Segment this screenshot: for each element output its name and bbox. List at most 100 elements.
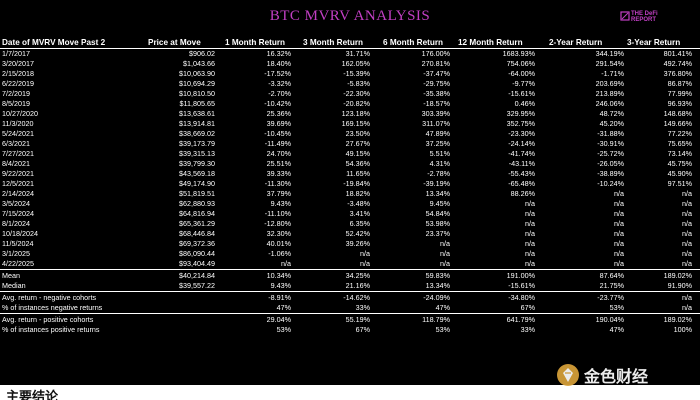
cell-m3: 23.50% [345, 129, 370, 138]
cell-m12: 754.06% [506, 59, 535, 68]
table-row: 1/7/2017 $906.02 16.32% 31.71% 176.00% 1683.9… [0, 49, 700, 59]
cell-y2: -30.91% [597, 139, 624, 148]
header-divider [0, 48, 700, 49]
cell-m12: n/a [525, 239, 535, 248]
cell-m1: -10.42% [264, 99, 291, 108]
cell-y3: n/a [682, 209, 692, 218]
cell-y3: n/a [682, 229, 692, 238]
cell-y2: 53% [609, 303, 624, 312]
logo-line-2: REPORT [631, 17, 657, 23]
cell-m12: -43.11% [508, 159, 535, 168]
cell-m1: -12.80% [264, 219, 291, 228]
cell-m3: 49.15% [345, 149, 370, 158]
cell-m6: -24.09% [423, 293, 450, 302]
cell-m12: -23.30% [508, 129, 535, 138]
cell-m3: 52.42% [345, 229, 370, 238]
cell-price: $39,557.22 [179, 281, 215, 290]
cell-date: 10/27/2020 [2, 109, 38, 118]
cell-y3: 801.41% [663, 49, 692, 58]
cell-y2: n/a [614, 189, 624, 198]
table-row: 10/18/2024 $68,446.84 32.30% 52.42% 23.37% n/… [0, 229, 700, 239]
cell-m3: 6.35% [349, 219, 370, 228]
cell-y3: 96.93% [667, 99, 692, 108]
cell-m6: 59.83% [425, 271, 450, 280]
cell-price: $39,173.79 [179, 139, 215, 148]
header-3m: 3 Month Return [303, 38, 364, 47]
cell-m6: 47% [435, 303, 450, 312]
cell-price: $49,174.90 [179, 179, 215, 188]
cell-price: $38,669.02 [179, 129, 215, 138]
cell-m3: -22.30% [343, 89, 370, 98]
cell-m1: 16.32% [266, 49, 291, 58]
cell-m12: 352.75% [506, 119, 535, 128]
table-row: 7/15/2024 $64,816.94 -11.10% 3.41% 54.84% n/a… [0, 209, 700, 219]
cell-m6: 311.07% [422, 119, 450, 128]
cell-date: 11/5/2024 [2, 239, 34, 248]
cell-m1: -11.10% [264, 209, 291, 218]
cell-m1: 37.79% [266, 189, 291, 198]
table-row: 11/5/2024 $69,372.36 40.01% 39.26% n/a n/a n/a… [0, 239, 700, 249]
cell-date: 8/5/2019 [2, 99, 30, 108]
cell-m6: 13.34% [425, 281, 450, 290]
cell-y2: 190.04% [595, 315, 624, 324]
cell-m1: 25.51% [266, 159, 291, 168]
cell-y3: n/a [682, 239, 692, 248]
cell-date: 3/1/2025 [2, 249, 30, 258]
cell-date: 10/18/2024 [2, 229, 38, 238]
cell-y3: 77.22% [667, 129, 692, 138]
cell-price: $906.02 [189, 49, 215, 58]
cell-y2: 291.54% [595, 59, 624, 68]
cell-m6: 118.79% [422, 315, 450, 324]
cell-y2: 47% [609, 325, 624, 334]
header-2y: 2-Year Return [549, 38, 603, 47]
cell-price: $11,805.65 [179, 99, 215, 108]
cell-date: 11/3/2020 [2, 119, 34, 128]
cell-m3: 162.05% [341, 59, 370, 68]
cell-date: 1/7/2017 [2, 49, 30, 58]
cell-y3: n/a [682, 249, 692, 258]
cell-m3: 27.67% [345, 139, 370, 148]
cell-price: $13,638.61 [179, 109, 215, 118]
positive-divider [0, 313, 700, 314]
cell-m12: -15.61% [508, 281, 535, 290]
cell-y2: n/a [614, 209, 624, 218]
cell-m12: -9.77% [512, 79, 535, 88]
cell-m6: 13.34% [425, 189, 450, 198]
table-row: 3/5/2024 $62,880.93 9.43% -3.48% 9.45% n/a n/a… [0, 199, 700, 209]
cell-m12: 1683.93% [502, 49, 535, 58]
cell-y2: n/a [614, 259, 624, 268]
cell-price: $51,819.51 [179, 189, 215, 198]
cell-m12: 88.26% [510, 189, 535, 198]
table-row: 10/27/2020 $13,638.61 25.36% 123.18% 303.39%… [0, 109, 700, 119]
cell-m3: 34.25% [345, 271, 370, 280]
cell-price: $10,063.90 [179, 69, 215, 78]
cell-m1: 9.43% [270, 199, 291, 208]
cell-y2: 87.64% [599, 271, 624, 280]
cell-y3: 149.66% [663, 119, 692, 128]
cell-m12: -64.00% [508, 69, 535, 78]
cell-date: 12/5/2021 [2, 179, 34, 188]
cell-y2: -10.24% [597, 179, 624, 188]
summary-divider [0, 269, 700, 270]
cell-date: 2/15/2018 [2, 69, 34, 78]
cell-m6: 176.00% [421, 49, 450, 58]
table-row: 2/15/2018 $10,063.90 -17.52% -15.39% -37.47%… [0, 69, 700, 79]
cell-y3: 189.02% [663, 271, 692, 280]
cell-m12: -34.80% [508, 293, 535, 302]
header-6m: 6 Month Return [383, 38, 444, 47]
cell-m1: 32.30% [266, 229, 291, 238]
positive-cohort-row: % of instances positive returns 53% 67% 53%… [0, 325, 700, 335]
cell-y2: 203.69% [595, 79, 624, 88]
cell-y2: -26.05% [597, 159, 624, 168]
cell-m6: -18.57% [423, 99, 450, 108]
cell-m12: 329.95% [506, 109, 535, 118]
cell-price: $93,404.49 [179, 259, 215, 268]
table-row: 7/27/2021 $39,315.13 24.70% 49.15% 5.51% -41.… [0, 149, 700, 159]
cell-y3: n/a [682, 199, 692, 208]
negative-cohort-row: Avg. return - negative cohorts -8.91% -14.… [0, 293, 700, 303]
cell-price: $1,043.66 [183, 59, 215, 68]
header-1m: 1 Month Return [225, 38, 286, 47]
summary-row: Median $39,557.22 9.43% 21.16% 13.34% -15.61%… [0, 281, 700, 291]
cell-date: % of instances positive returns [2, 325, 100, 334]
mvrv-table-panel: BTC MVRV ANALYSIS THE DeFi REPORT Date o… [0, 0, 700, 386]
